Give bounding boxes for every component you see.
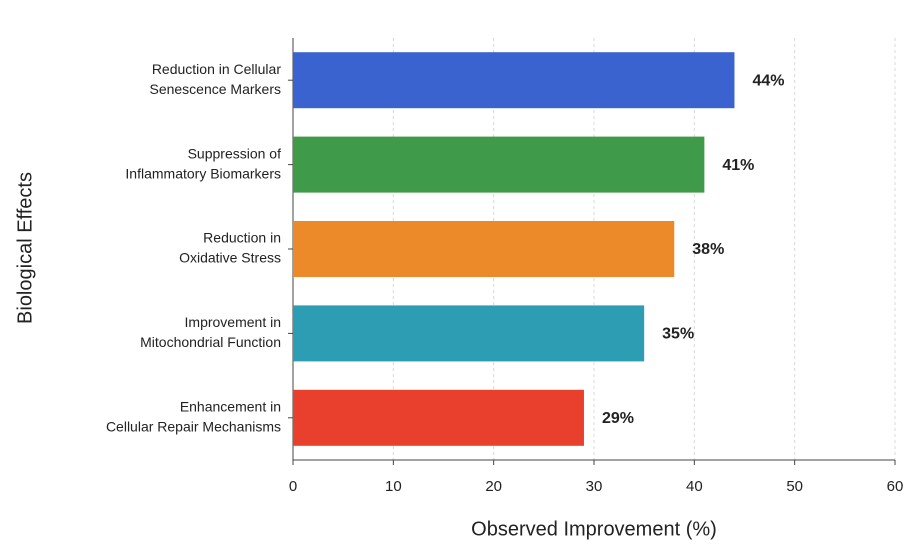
y-tick-label: Cellular Repair Mechanisms xyxy=(106,419,281,435)
y-axis-title: Biological Effects xyxy=(14,172,36,324)
bar xyxy=(293,305,645,362)
bar xyxy=(293,389,584,446)
y-tick-label: Inflammatory Biomarkers xyxy=(125,165,281,181)
x-axis-title: Observed Improvement (%) xyxy=(471,518,717,540)
y-tick-label: Suppression of xyxy=(188,145,282,161)
x-tick-label: 20 xyxy=(485,478,502,495)
x-tick-label: 50 xyxy=(786,478,803,495)
value-label: 29% xyxy=(602,410,634,427)
value-label: 38% xyxy=(692,241,724,258)
x-tick-label: 10 xyxy=(385,478,402,495)
x-tick-label: 0 xyxy=(289,478,297,495)
y-tick-label: Reduction in Cellular xyxy=(152,61,282,77)
y-tick-label: Improvement in xyxy=(185,314,281,330)
bar xyxy=(293,52,735,109)
bar xyxy=(293,136,705,193)
y-tick-label: Reduction in xyxy=(203,230,281,246)
value-label: 44% xyxy=(752,72,784,89)
y-tick-label: Senescence Markers xyxy=(149,81,281,97)
value-label: 41% xyxy=(722,157,754,174)
y-tick-label: Enhancement in xyxy=(180,399,281,415)
x-tick-label: 40 xyxy=(686,478,703,495)
x-tick-label: 30 xyxy=(586,478,603,495)
x-tick-label: 60 xyxy=(887,478,904,495)
y-tick-label: Oxidative Stress xyxy=(179,250,281,266)
y-tick-label: Mitochondrial Function xyxy=(140,334,281,350)
bar xyxy=(293,221,675,277)
value-label: 35% xyxy=(662,326,694,343)
